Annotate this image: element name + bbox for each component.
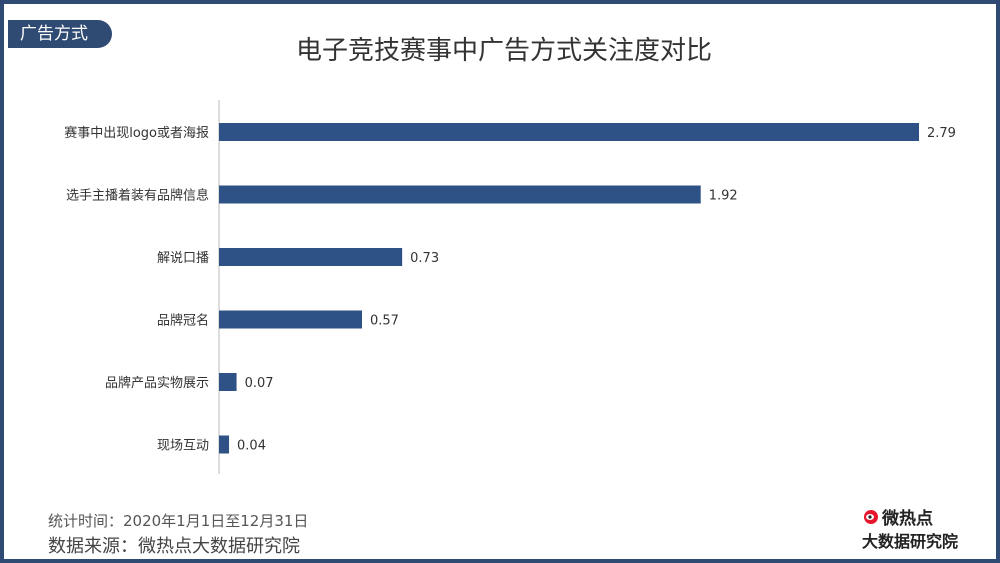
- data-source: 数据来源：微热点大数据研究院: [48, 536, 300, 557]
- category-label: 赛事中出现logo或者海报: [64, 125, 209, 141]
- bar-chart: 赛事中出现logo或者海报 2.79 选手主播着装有品牌信息 1.92 解说口播 0.73…: [64, 100, 956, 474]
- brand-logo: 微热点 大数据研究院: [862, 504, 972, 552]
- value-label: 0.57: [370, 314, 399, 329]
- value-label: 0.07: [245, 376, 274, 391]
- bar: [219, 248, 403, 266]
- value-label: 0.04: [237, 439, 266, 454]
- bar: [219, 310, 363, 329]
- chart-title: 电子竞技赛事中广告方式关注度对比: [295, 36, 712, 66]
- category-label: 品牌冠名: [157, 313, 209, 329]
- value-label: 0.73: [410, 251, 439, 266]
- bar: [219, 185, 701, 204]
- logo-top-text: 微热点: [882, 509, 933, 529]
- bar: [219, 373, 237, 391]
- weibo-eye-icon: [864, 510, 878, 524]
- statistics-period: 统计时间：2020年1月1日至12月31日: [48, 512, 309, 530]
- logo-bottom-text: 大数据研究院: [862, 532, 959, 551]
- bar: [219, 123, 919, 141]
- category-label: 选手主播着装有品牌信息: [66, 188, 209, 204]
- category-label: 现场互动: [157, 439, 209, 454]
- value-label: 1.92: [709, 189, 738, 204]
- category-label: 品牌产品实物展示: [105, 375, 209, 391]
- category-label: 解说口播: [157, 251, 209, 266]
- value-label: 2.79: [927, 126, 956, 141]
- section-tag: 广告方式: [8, 20, 112, 48]
- bar: [219, 435, 230, 454]
